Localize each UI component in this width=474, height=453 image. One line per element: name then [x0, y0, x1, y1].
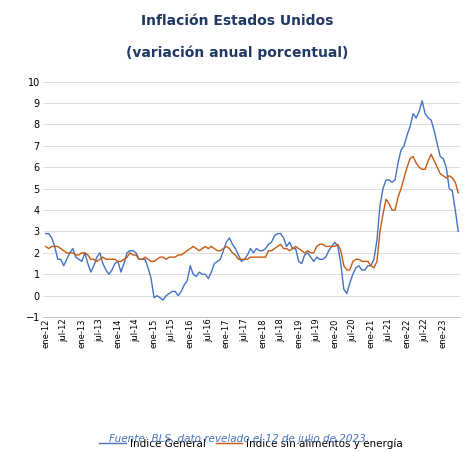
Indice sin alimentos y energía	[456, 190, 461, 196]
Indice sin alimentos y energía	[205, 246, 211, 251]
Indice sin alimentos y energía	[338, 248, 344, 253]
Text: (variación anual porcentual): (variación anual porcentual)	[126, 45, 348, 60]
Text: Fuente: BLS, dato revelado el 12 de julio de 2023: Fuente: BLS, dato revelado el 12 de juli…	[109, 434, 365, 444]
Legend: Indice General, Indice sin alimentos y energía: Indice General, Indice sin alimentos y e…	[95, 434, 407, 453]
Indice sin alimentos y energía	[43, 244, 48, 249]
Indice sin alimentos y energía	[452, 179, 458, 185]
Indice General	[281, 235, 286, 241]
Indice General	[209, 270, 214, 275]
Indice General	[341, 287, 346, 292]
Indice General	[419, 98, 425, 104]
Indice sin alimentos y energía	[193, 246, 199, 251]
Indice General	[43, 231, 48, 236]
Indice sin alimentos y energía	[428, 152, 434, 157]
Line: Indice sin alimentos y energía: Indice sin alimentos y energía	[46, 154, 458, 270]
Indice General	[395, 160, 401, 166]
Indice sin alimentos y energía	[344, 267, 350, 273]
Line: Indice General: Indice General	[46, 101, 458, 300]
Indice General	[452, 207, 458, 213]
Indice sin alimentos y energía	[395, 194, 401, 200]
Text: Inflación Estados Unidos: Inflación Estados Unidos	[141, 14, 333, 28]
Indice sin alimentos y energía	[278, 241, 283, 247]
Indice General	[196, 270, 202, 275]
Indice General	[456, 229, 461, 234]
Indice General	[160, 297, 166, 303]
